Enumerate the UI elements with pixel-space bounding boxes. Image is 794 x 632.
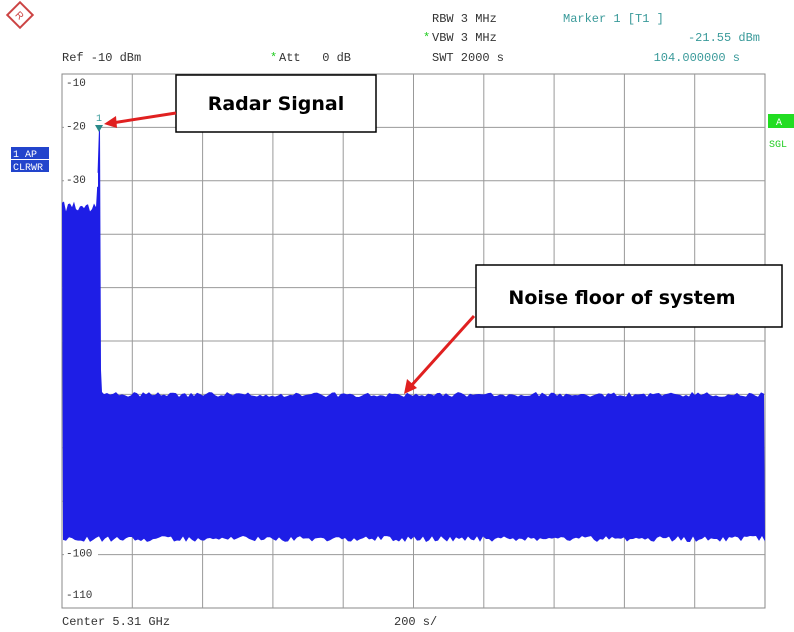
y-label-bg xyxy=(64,588,98,602)
y-label: -100 xyxy=(66,549,92,561)
att-flag: * xyxy=(270,51,277,65)
marker-label: Marker 1 [T1 ] xyxy=(563,12,664,26)
ref-level: Ref -10 dBm xyxy=(62,51,141,65)
attenuation: Att 0 dB xyxy=(279,51,351,65)
swt: SWT 2000 s xyxy=(432,51,504,65)
y-labels: -10 -20 -30 -100 -110 xyxy=(64,76,98,602)
y-label: -20 xyxy=(66,121,86,133)
sgl-label: SGL xyxy=(769,140,787,151)
trace xyxy=(62,128,765,542)
marker-level: -21.55 dBm xyxy=(688,31,760,45)
annotation-text: Radar Signal xyxy=(208,93,345,115)
y-label-bg xyxy=(64,172,98,187)
trace-fill xyxy=(62,128,765,542)
annotation-box xyxy=(475,264,783,328)
sweep-span: 200 s/ xyxy=(394,615,437,629)
y-label-bg xyxy=(64,546,98,561)
a-box xyxy=(768,114,794,128)
y-label-bg xyxy=(64,76,98,90)
arrow-head xyxy=(404,379,417,394)
rbw: RBW 3 MHz xyxy=(432,12,497,26)
annotation-arrow xyxy=(409,314,476,388)
marker-number: 1 xyxy=(96,114,102,125)
y-label: -110 xyxy=(66,590,92,602)
trace-mode-box xyxy=(11,147,49,159)
logo: R xyxy=(5,0,35,30)
center-frequency: Center 5.31 GHz xyxy=(62,615,170,629)
annotation-text: Noise floor of system xyxy=(508,287,735,309)
vbw-flag: * xyxy=(423,31,430,45)
vbw: VBW 3 MHz xyxy=(432,31,497,45)
y-label-bg xyxy=(64,119,98,134)
annotation-arrow xyxy=(111,111,177,125)
y-label: -10 xyxy=(66,78,86,90)
a-label: A xyxy=(776,118,782,129)
marker-time: 104.000000 s xyxy=(654,51,740,65)
detector: CLRWR xyxy=(13,163,43,174)
arrow-head xyxy=(104,116,117,128)
marker-symbol xyxy=(95,125,103,132)
y-label: -30 xyxy=(66,175,86,187)
detector-box xyxy=(11,160,49,172)
annotation-box xyxy=(175,74,377,133)
trace-mode: 1 AP xyxy=(13,150,37,161)
